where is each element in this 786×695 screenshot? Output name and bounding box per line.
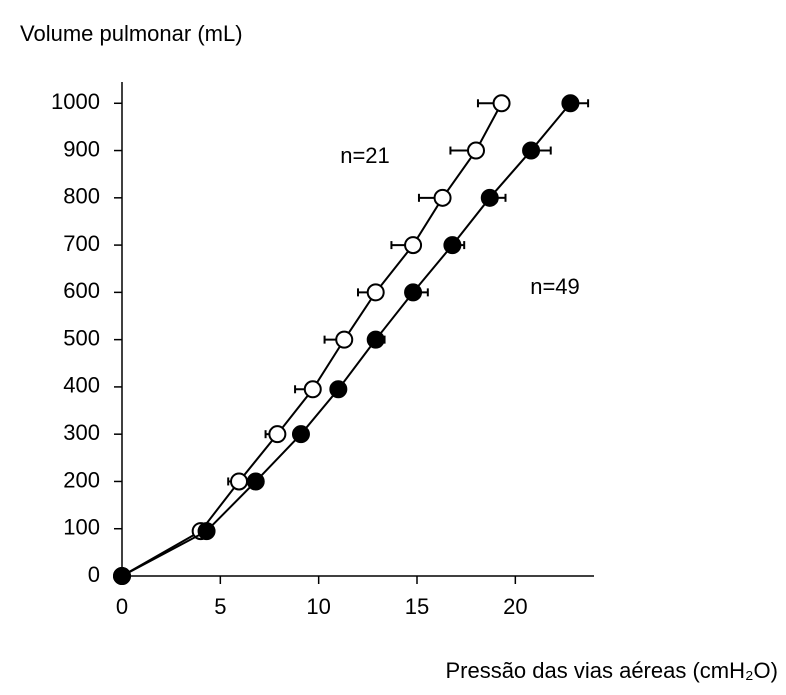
y-tick-label: 400 <box>63 373 100 398</box>
data-point <box>492 94 511 113</box>
data-point <box>366 330 385 349</box>
y-tick-label: 300 <box>63 420 100 445</box>
y-tick-label: 800 <box>63 184 100 209</box>
data-point <box>268 425 287 444</box>
x-tick-label: 0 <box>116 594 128 619</box>
data-point <box>197 522 216 541</box>
data-point <box>480 188 499 207</box>
x-tick-label: 10 <box>306 594 330 619</box>
y-axis-label: Volume pulmonar (mL) <box>20 21 243 46</box>
data-point <box>443 236 462 255</box>
y-tick-label: 500 <box>63 325 100 350</box>
series-label: n=49 <box>530 274 580 299</box>
data-point <box>561 94 580 113</box>
data-point <box>230 472 249 491</box>
x-axis-label: Pressão das vias aéreas (cmH₂O) <box>445 658 778 683</box>
data-point <box>113 567 131 585</box>
data-point <box>404 283 423 302</box>
data-point <box>335 330 354 349</box>
x-tick-label: 20 <box>503 594 527 619</box>
data-point <box>467 141 485 160</box>
y-tick-label: 600 <box>63 278 100 303</box>
x-tick-label: 5 <box>214 594 226 619</box>
y-tick-label: 900 <box>63 136 100 161</box>
y-tick-label: 0 <box>88 562 100 587</box>
y-tick-label: 200 <box>63 467 100 492</box>
data-point <box>404 236 423 255</box>
y-tick-label: 100 <box>63 515 100 540</box>
y-tick-label: 700 <box>63 231 100 256</box>
x-tick-label: 15 <box>405 594 429 619</box>
series-line <box>121 102 503 577</box>
series-label: n=21 <box>340 143 390 168</box>
data-point <box>366 283 385 302</box>
data-point <box>303 380 322 399</box>
data-point <box>291 425 310 444</box>
data-point <box>246 472 265 491</box>
data-point <box>433 188 452 207</box>
data-point <box>522 141 541 160</box>
y-tick-label: 1000 <box>51 89 100 114</box>
data-point <box>329 380 348 399</box>
